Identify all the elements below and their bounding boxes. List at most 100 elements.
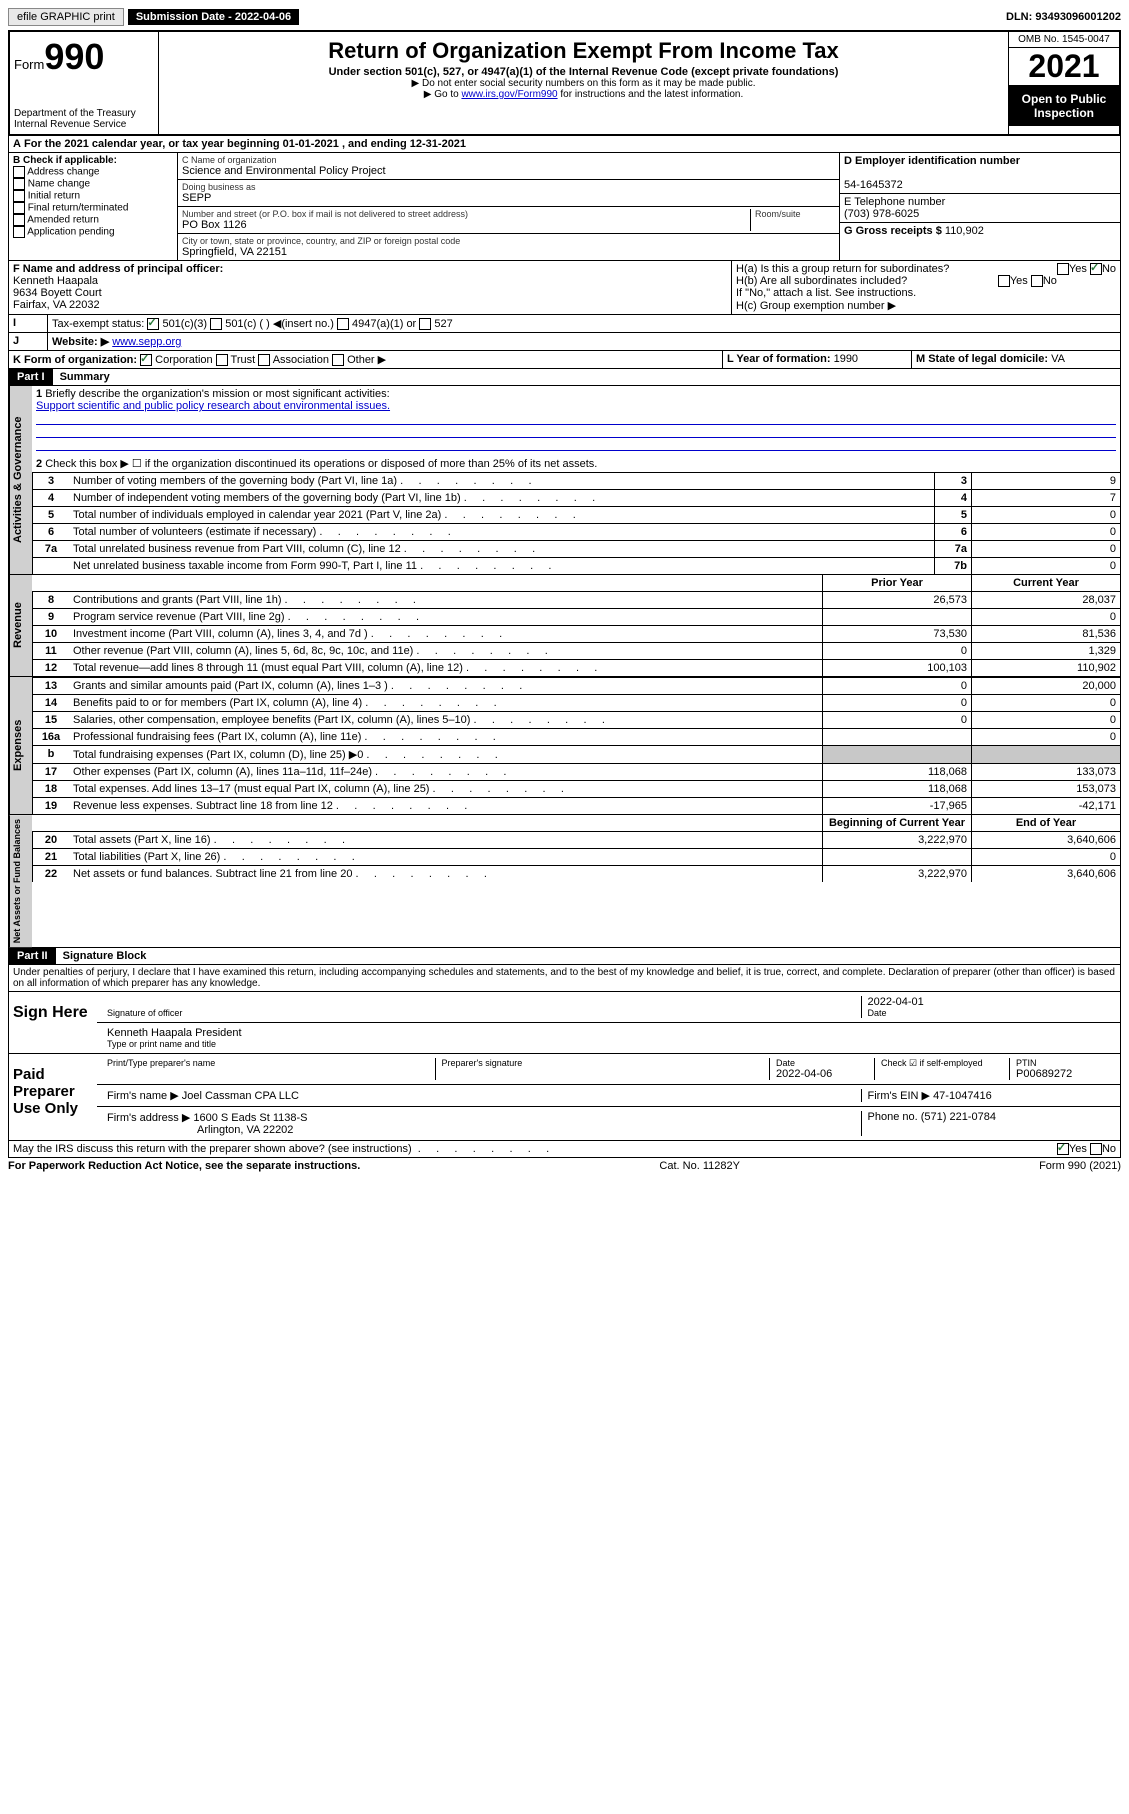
self-employed: Check ☑ if self-employed — [874, 1058, 1001, 1080]
checkbox[interactable] — [210, 318, 222, 330]
year-formation: 1990 — [834, 353, 858, 365]
note-goto-pre: ▶ Go to — [424, 89, 462, 100]
sig-officer-label: Signature of officer — [107, 1008, 853, 1018]
phone-label: E Telephone number — [844, 196, 945, 208]
form-header: Form990 Department of the Treasury Inter… — [8, 30, 1121, 136]
checkbox[interactable] — [140, 354, 152, 366]
officer-addr1: 9634 Boyett Court — [13, 287, 102, 299]
submission-date: Submission Date - 2022-04-06 — [128, 9, 299, 25]
box-b: B Check if applicable: Address change Na… — [9, 153, 178, 260]
box-b-title: B Check if applicable: — [13, 155, 117, 166]
footer-right: Form 990 (2021) — [1039, 1160, 1121, 1172]
room-label: Room/suite — [755, 209, 835, 219]
firm-phone-label: Phone no. — [868, 1111, 918, 1123]
phone: (703) 978-6025 — [844, 208, 919, 220]
sig-date: 2022-04-01 — [868, 996, 1117, 1008]
vtab-activities: Activities & Governance — [9, 386, 32, 574]
q1-label: Briefly describe the organization's miss… — [45, 388, 389, 400]
paid-preparer: Paid Preparer Use Only — [9, 1054, 97, 1140]
dept-treasury: Department of the Treasury — [14, 108, 154, 119]
vtab-net: Net Assets or Fund Balances — [9, 815, 32, 947]
prep-date: 2022-04-06 — [776, 1068, 866, 1080]
col-begin: Beginning of Current Year — [823, 815, 972, 832]
dba-label: Doing business as — [182, 182, 835, 192]
q2-label: Check this box ▶ ☐ if the organization d… — [45, 458, 597, 470]
ha-no[interactable] — [1090, 263, 1102, 275]
checkbox[interactable] — [13, 202, 25, 214]
firm-ein-label: Firm's EIN ▶ — [868, 1090, 931, 1102]
ha-yes[interactable] — [1057, 263, 1069, 275]
mission-text[interactable]: Support scientific and public policy res… — [36, 400, 390, 412]
website-link[interactable]: www.sepp.org — [112, 336, 181, 348]
officer-printed: Kenneth Haapala President — [107, 1027, 1116, 1039]
hb-no[interactable] — [1031, 275, 1043, 287]
checkbox[interactable] — [13, 178, 25, 190]
ptin-label: PTIN — [1016, 1058, 1116, 1068]
checkbox[interactable] — [13, 190, 25, 202]
part2-header: Part II — [9, 948, 56, 964]
city: Springfield, VA 22151 — [182, 246, 835, 258]
part1-title: Summary — [60, 371, 110, 383]
prep-sig-label: Preparer's signature — [442, 1058, 762, 1068]
discuss-no[interactable] — [1090, 1143, 1102, 1155]
h-a: H(a) Is this a group return for subordin… — [736, 263, 949, 275]
checkbox[interactable] — [13, 226, 25, 238]
irs-label: Internal Revenue Service — [14, 119, 154, 130]
sig-date-label: Date — [868, 1008, 1117, 1018]
form-org-label: K Form of organization: — [13, 354, 137, 366]
line-a: For the 2021 calendar year, or tax year … — [24, 138, 466, 150]
checkbox[interactable] — [258, 354, 270, 366]
checkbox[interactable] — [337, 318, 349, 330]
gross: 110,902 — [945, 225, 984, 237]
officer-printed-label: Type or print name and title — [107, 1039, 1116, 1049]
firm-addr-label: Firm's address ▶ — [107, 1112, 190, 1124]
header-block: A For the 2021 calendar year, or tax yea… — [8, 136, 1121, 369]
org-name: Science and Environmental Policy Project — [182, 165, 835, 177]
tax-year: 2021 — [1009, 48, 1119, 86]
form-title: Return of Organization Exempt From Incom… — [163, 38, 1004, 64]
checkbox[interactable] — [13, 214, 25, 226]
org-name-label: C Name of organization — [182, 155, 835, 165]
street: PO Box 1126 — [182, 219, 750, 231]
checkbox[interactable] — [332, 354, 344, 366]
open-public: Open to Public Inspection — [1009, 86, 1119, 126]
discuss-label: May the IRS discuss this return with the… — [13, 1143, 412, 1155]
irs-link[interactable]: www.irs.gov/Form990 — [461, 89, 557, 100]
prep-date-label: Date — [776, 1058, 866, 1068]
firm-phone: (571) 221-0784 — [921, 1111, 996, 1123]
discuss-yes[interactable] — [1057, 1143, 1069, 1155]
checkbox[interactable] — [147, 318, 159, 330]
col-prior: Prior Year — [823, 575, 972, 592]
year-formation-label: L Year of formation: — [727, 353, 831, 365]
state-label: M State of legal domicile: — [916, 353, 1048, 365]
street-label: Number and street (or P.O. box if mail i… — [182, 209, 750, 219]
dba: SEPP — [182, 192, 835, 204]
officer-name: Kenneth Haapala — [13, 275, 98, 287]
omb-number: OMB No. 1545-0047 — [1009, 32, 1119, 48]
prep-name-label: Print/Type preparer's name — [107, 1058, 427, 1068]
declaration: Under penalties of perjury, I declare th… — [8, 965, 1121, 992]
officer-addr2: Fairfax, VA 22032 — [13, 299, 100, 311]
h-c: H(c) Group exemption number ▶ — [736, 300, 896, 312]
note-goto-post: for instructions and the latest informat… — [560, 89, 743, 100]
footer-left: For Paperwork Reduction Act Notice, see … — [8, 1160, 360, 1172]
form-number: 990 — [44, 36, 104, 77]
firm-ein: 47-1047416 — [933, 1090, 992, 1102]
checkbox[interactable] — [216, 354, 228, 366]
ein-label: D Employer identification number — [844, 155, 1020, 167]
col-current: Current Year — [972, 575, 1121, 592]
checkbox[interactable] — [419, 318, 431, 330]
form-subtitle: Under section 501(c), 527, or 4947(a)(1)… — [163, 66, 1004, 78]
checkbox[interactable] — [13, 166, 25, 178]
efile-button[interactable]: efile GRAPHIC print — [8, 8, 124, 26]
part1-header: Part I — [9, 369, 53, 385]
website-label: Website: ▶ — [52, 336, 109, 348]
h-b: H(b) Are all subordinates included? — [736, 275, 907, 287]
col-end: End of Year — [972, 815, 1121, 832]
tax-status-label: Tax-exempt status: — [52, 318, 144, 330]
h-note: If "No," attach a list. See instructions… — [736, 287, 916, 299]
firm-name-label: Firm's name ▶ — [107, 1090, 179, 1102]
officer-label: F Name and address of principal officer: — [13, 263, 223, 275]
state: VA — [1051, 353, 1065, 365]
hb-yes[interactable] — [998, 275, 1010, 287]
